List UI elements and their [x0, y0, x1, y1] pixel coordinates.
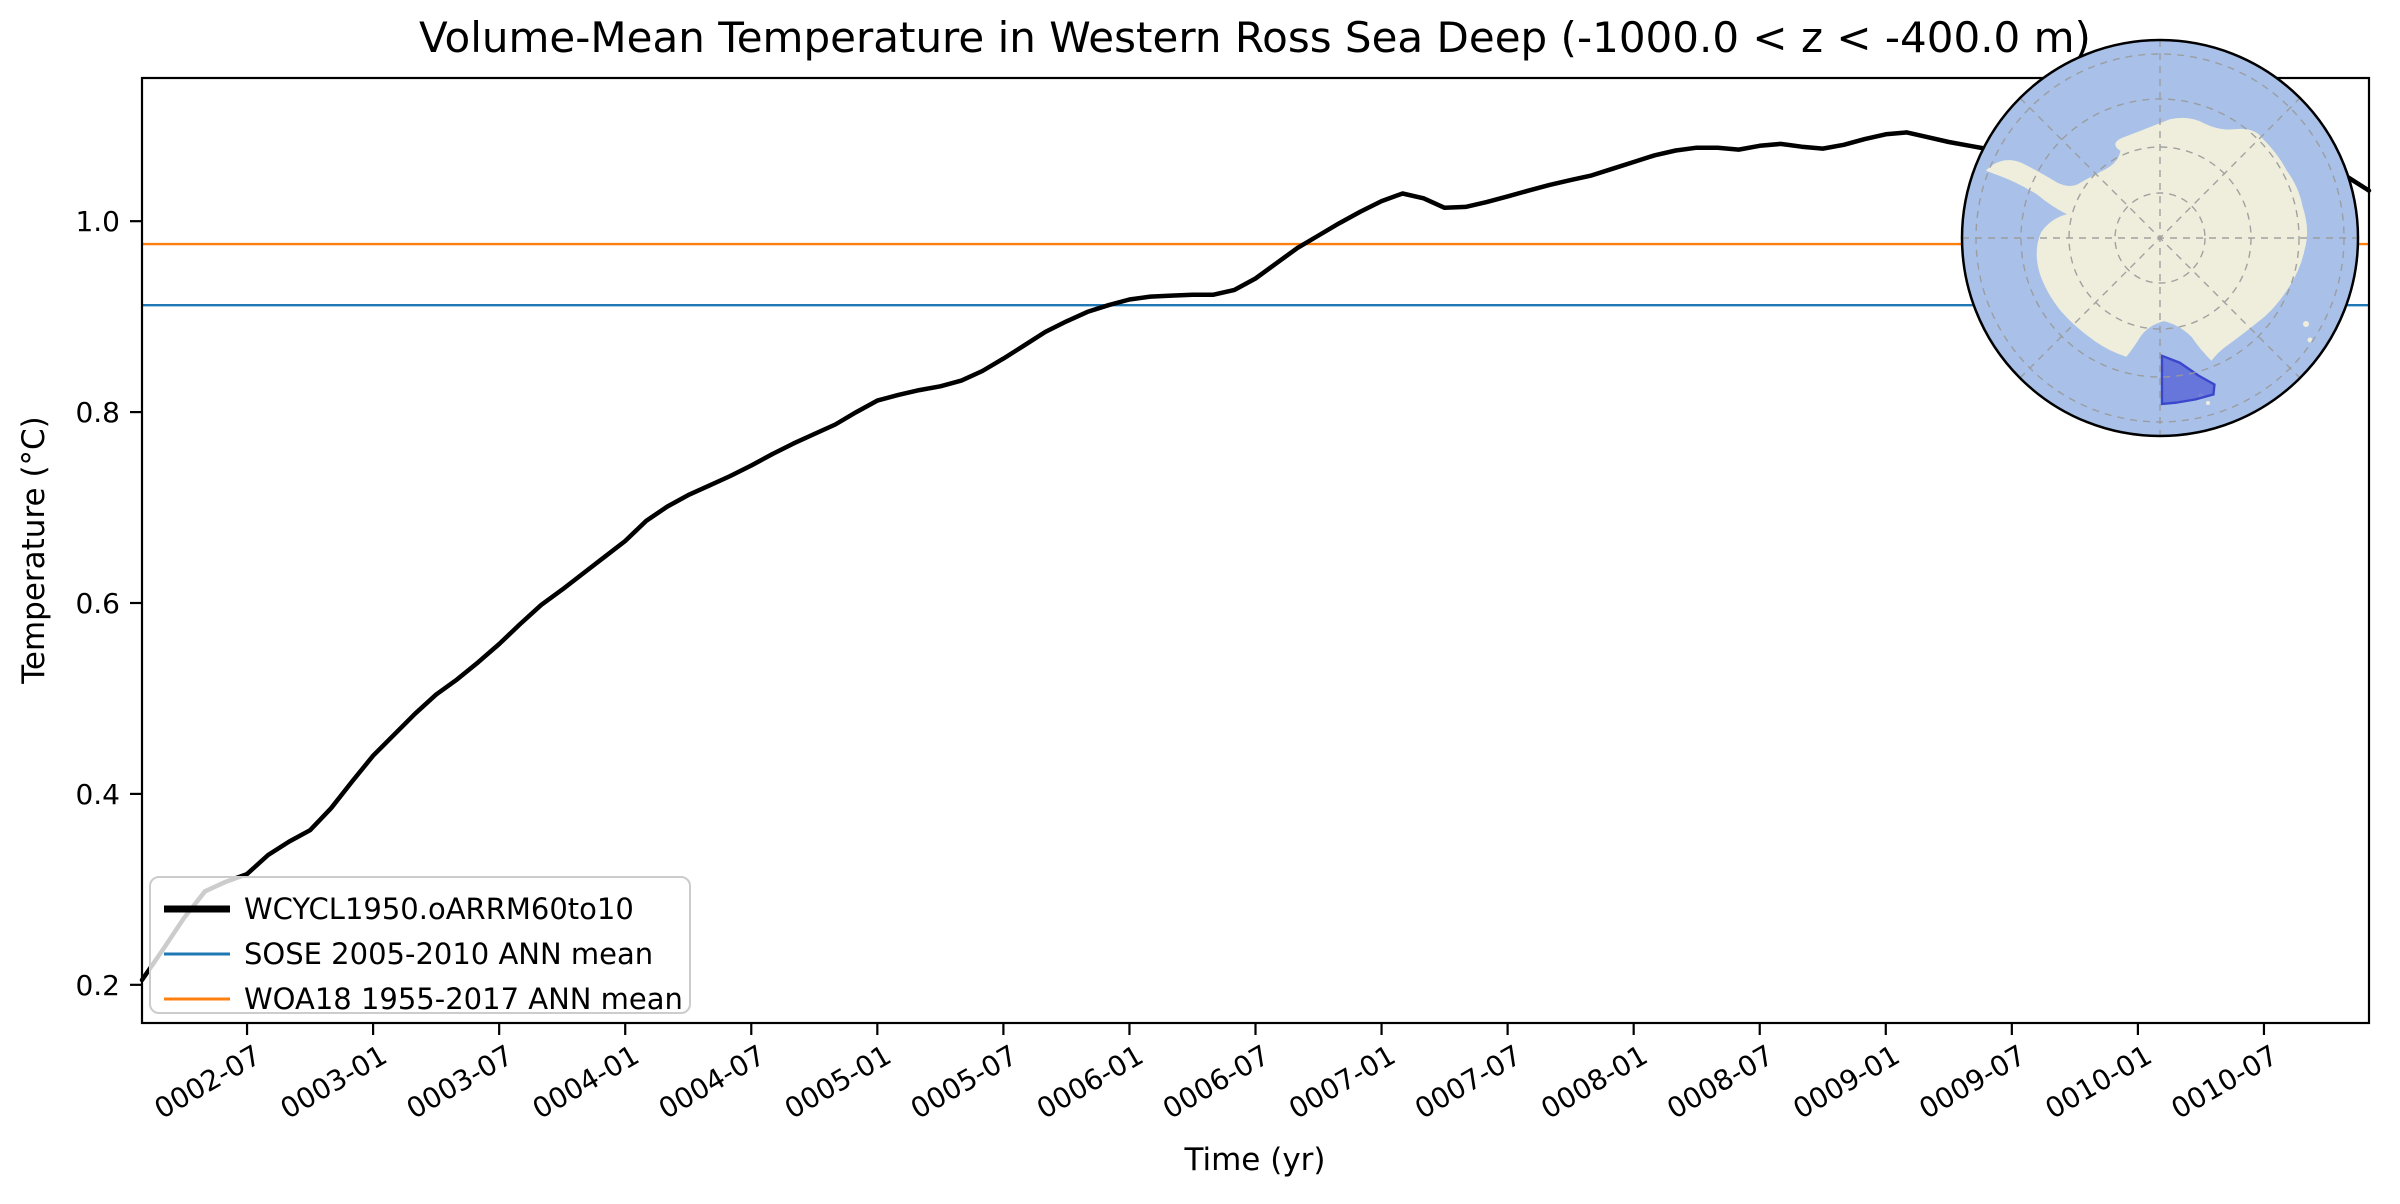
map-graticule: [1962, 40, 2358, 436]
small-island: [2206, 401, 2210, 405]
y-tick-label: 0.8: [75, 396, 120, 429]
plot-border: [140, 76, 2371, 1025]
map-border: [1960, 38, 2360, 438]
legend-item-label: SOSE 2005-2010 ANN mean: [244, 937, 653, 971]
x-axis-label: Time (yr): [1184, 1142, 1326, 1178]
legend-box: [149, 876, 691, 1014]
y-axis: 0.2 0.4 0.6 0.8 1.0: [75, 205, 142, 1002]
legend: WCYCL1950.oARRM60to10 SOSE 2005-2010 ANN …: [149, 876, 691, 1016]
y-tick-label: 0.2: [75, 969, 120, 1002]
legend-item-label: WOA18 1955-2017 ANN mean: [244, 982, 683, 1016]
legend-item-label: WCYCL1950.oARRM60to10: [244, 892, 634, 926]
inset-map: [1960, 38, 2360, 438]
chart-title: Volume-Mean Temperature in Western Ross …: [419, 13, 2091, 62]
highlighted-region-western-ross-sea: [2160, 354, 2216, 406]
small-island: [2303, 321, 2309, 327]
y-tick-label: 0.4: [75, 778, 120, 811]
y-tick-label: 0.6: [75, 587, 120, 620]
y-tick-label: 1.0: [75, 205, 120, 238]
small-island: [2307, 337, 2313, 343]
y-axis-label: Temperature (°C): [16, 416, 52, 685]
